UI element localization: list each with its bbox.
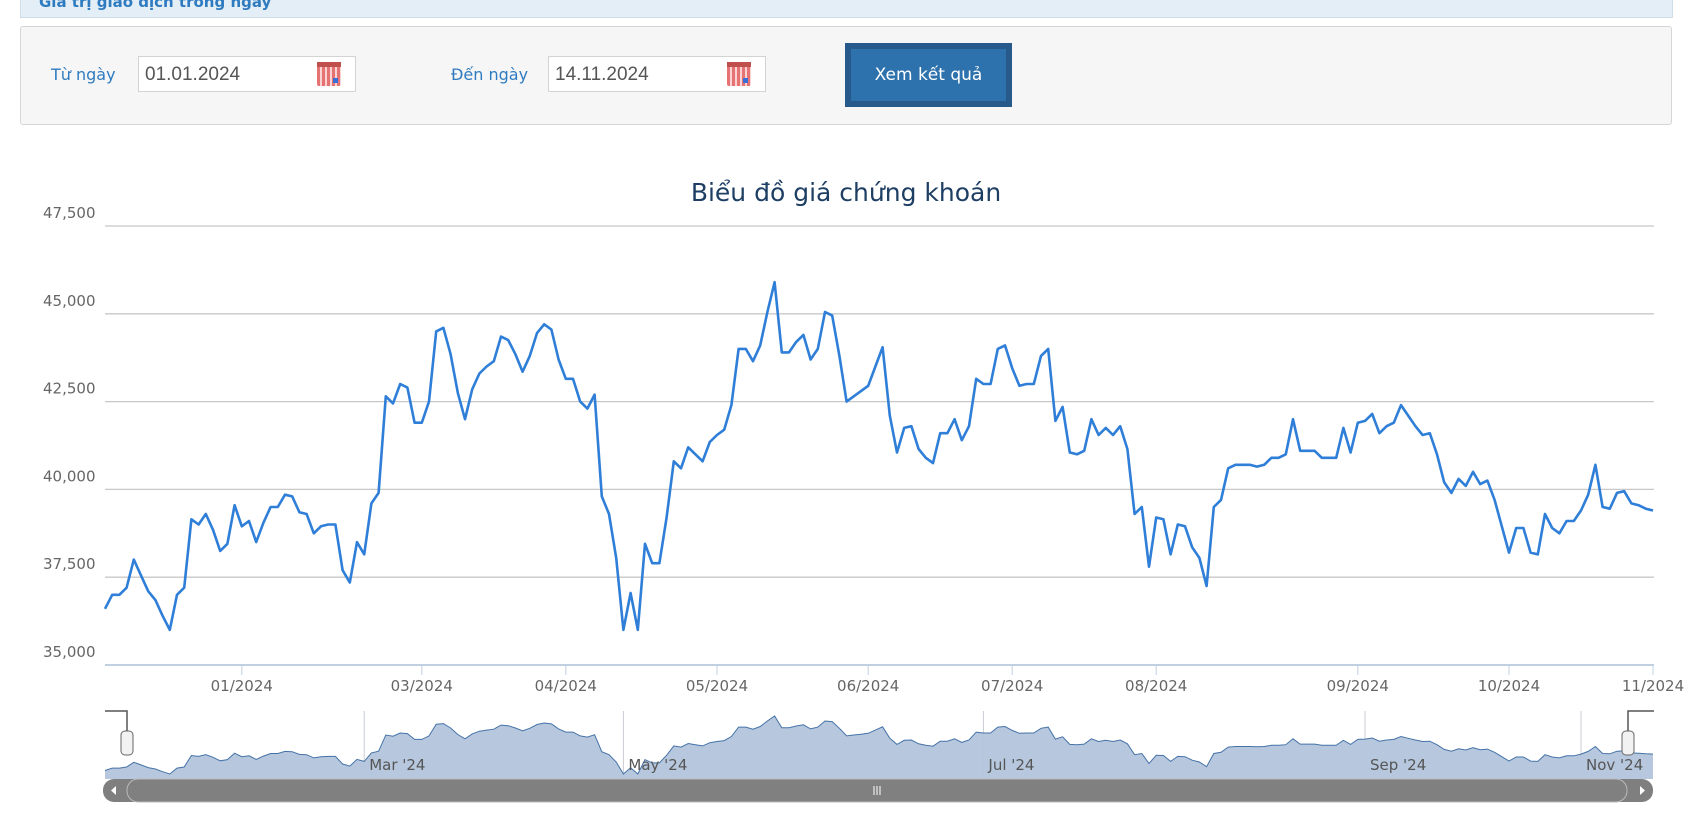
navigator-right-outline xyxy=(1627,710,1654,735)
to-date-label: Đến ngày xyxy=(451,65,529,84)
navigator-left-handle[interactable] xyxy=(120,730,134,756)
navigator-line xyxy=(104,715,1654,775)
y-tick-label: 47,500 xyxy=(43,204,96,222)
section-title: Giá trị giao dịch trong ngày xyxy=(39,0,272,11)
x-tick-label: 01/2024 xyxy=(211,677,273,695)
from-date-value: 01.01.2024 xyxy=(145,64,241,85)
x-tick-label: 10/2024 xyxy=(1478,677,1540,695)
navigator-label: May '24 xyxy=(628,756,687,774)
view-results-button[interactable]: Xem kết quả xyxy=(845,43,1012,107)
y-tick-label: 42,500 xyxy=(43,380,96,398)
to-date-input[interactable]: 14.11.2024 xyxy=(548,56,766,92)
y-tick-label: 45,000 xyxy=(43,292,96,310)
navigator-area xyxy=(105,716,1653,779)
section-header: Giá trị giao dịch trong ngày xyxy=(20,0,1673,18)
x-tick-label: 09/2024 xyxy=(1327,677,1389,695)
navigator-label: Jul '24 xyxy=(987,756,1034,774)
x-tick-label: 06/2024 xyxy=(837,677,899,695)
view-results-label: Xem kết quả xyxy=(851,49,1006,101)
from-date-input[interactable]: 01.01.2024 xyxy=(138,56,356,92)
navigator-label: Nov '24 xyxy=(1586,756,1643,774)
x-tick-label: 11/2024 xyxy=(1622,677,1684,695)
to-date-value: 14.11.2024 xyxy=(555,64,649,85)
price-line xyxy=(103,280,1654,632)
navigator-right-handle[interactable] xyxy=(1621,730,1635,756)
y-tick-label: 35,000 xyxy=(43,643,96,661)
x-tick-label: 03/2024 xyxy=(391,677,453,695)
chart-title: Biểu đồ giá chứng khoán xyxy=(691,178,1001,207)
scroll-right-arrow-icon[interactable] xyxy=(1640,786,1645,795)
calendar-icon[interactable] xyxy=(727,62,751,86)
navigator-left-outline xyxy=(105,710,128,735)
scrollbar-grip-icon xyxy=(873,786,881,795)
from-date-label: Từ ngày xyxy=(51,65,116,84)
x-tick-label: 04/2024 xyxy=(535,677,597,695)
y-tick-label: 37,500 xyxy=(43,555,96,573)
x-tick-label: 07/2024 xyxy=(981,677,1043,695)
x-tick-label: 05/2024 xyxy=(686,677,748,695)
y-tick-label: 40,000 xyxy=(43,467,96,485)
x-tick-label: 08/2024 xyxy=(1125,677,1187,695)
navigator-label: Mar '24 xyxy=(369,756,425,774)
calendar-icon[interactable] xyxy=(317,62,341,86)
navigator-label: Sep '24 xyxy=(1370,756,1426,774)
scroll-left-arrow-icon[interactable] xyxy=(111,786,116,795)
